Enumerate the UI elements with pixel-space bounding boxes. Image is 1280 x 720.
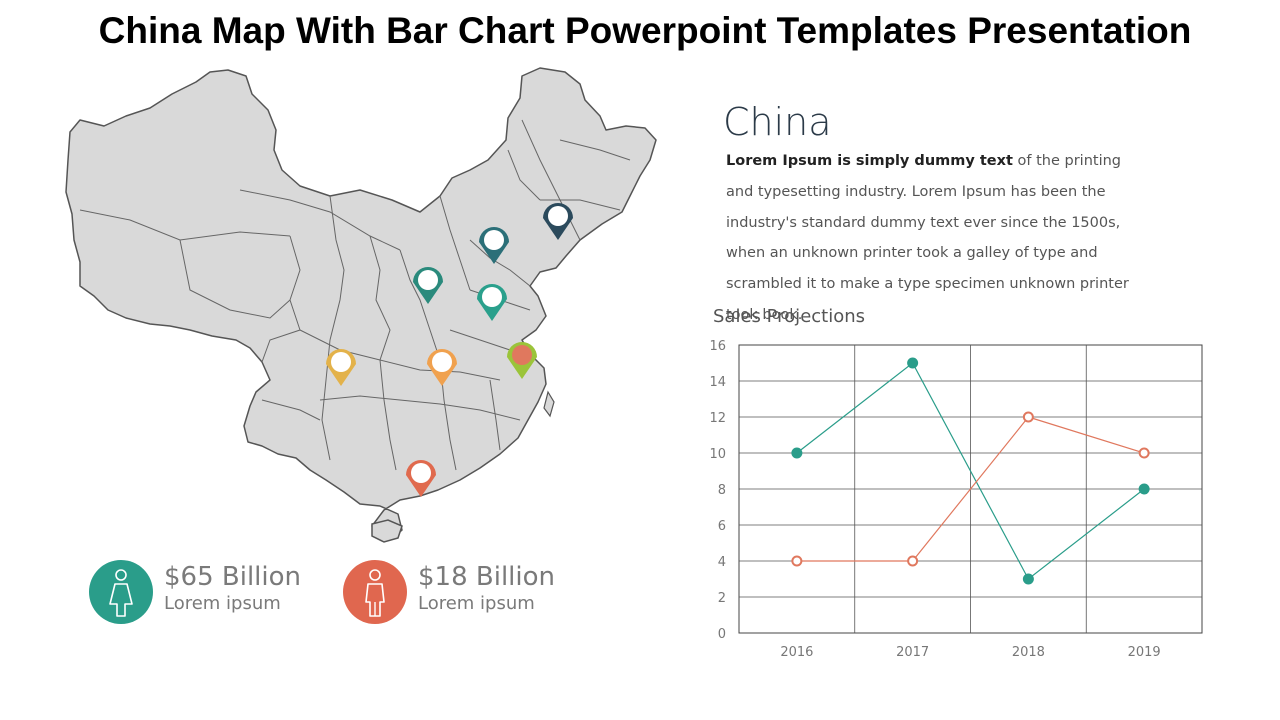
stat-2-caption: Lorem ipsum [418,593,535,614]
marker-sichuan [326,349,356,386]
female-person-icon [109,569,133,617]
info-body: Lorem Ipsum is simply dummy text of the … [726,146,1146,331]
stat-1-caption: Lorem ipsum [164,593,281,614]
info-body-rest: of the printing and typesetting industry… [726,153,1129,323]
map-markers [326,203,573,497]
y-tick-label: 16 [709,339,726,354]
x-tick-label: 2016 [780,645,813,660]
x-tick-label: 2017 [896,645,929,660]
marker-shanghai [507,342,537,379]
pin-center [482,287,502,307]
marker-northeast [543,203,573,240]
series-line [796,416,1145,562]
y-tick-label: 8 [718,483,726,498]
y-tick-label: 10 [709,447,726,462]
y-tick-label: 0 [718,627,726,642]
y-tick-label: 12 [709,411,726,426]
y-tick-label: 4 [718,555,726,570]
marker-shanxi [413,267,443,304]
data-point [1022,573,1034,585]
series-line [796,362,1145,580]
series-2 [791,411,1150,567]
chart-grid [738,344,1203,634]
info-heading: China [723,100,832,144]
y-tick-label: 2 [718,591,726,606]
stat-1-amount: $65 Billion [164,562,302,592]
y-tick-label: 6 [718,519,726,534]
pin-center [432,352,452,372]
marker-hubei [427,349,457,386]
pin-center [411,463,431,483]
hainan-island [371,519,403,543]
marker-shandong [477,284,507,321]
stat-1-circle [89,560,153,624]
chart-series [791,357,1150,585]
chart-x-ticks: 2016 2017 2018 2019 [780,645,1160,660]
marker-beijing [479,227,509,264]
pin-center [548,206,568,226]
x-tick-label: 2018 [1012,645,1045,660]
taiwan-island [543,390,555,418]
info-body-bold: Lorem Ipsum is simply dummy text [726,153,1013,169]
data-point [791,555,803,567]
slide-title: China Map With Bar Chart Powerpoint Temp… [98,10,1192,51]
pin-center [331,352,351,372]
chart-y-ticks: 0 2 4 6 8 10 12 14 16 [709,339,726,642]
data-point [1022,411,1034,423]
pin-center [484,230,504,250]
china-map [65,67,657,543]
stat-2-amount: $18 Billion [418,562,556,592]
pin-center [418,270,438,290]
data-point [1138,447,1150,459]
y-tick-label: 14 [709,375,726,390]
chart-frame [738,344,1203,634]
data-point [907,555,919,567]
data-point [1138,483,1150,495]
stat-2-circle [343,560,407,624]
data-point [907,357,919,369]
marker-guangdong [406,460,436,497]
pin-center [512,345,532,365]
china-map-shape [65,67,657,543]
series-1 [791,357,1150,585]
data-point [791,447,803,459]
x-tick-label: 2019 [1128,645,1161,660]
male-person-icon [365,569,385,617]
china-outline [65,67,657,541]
